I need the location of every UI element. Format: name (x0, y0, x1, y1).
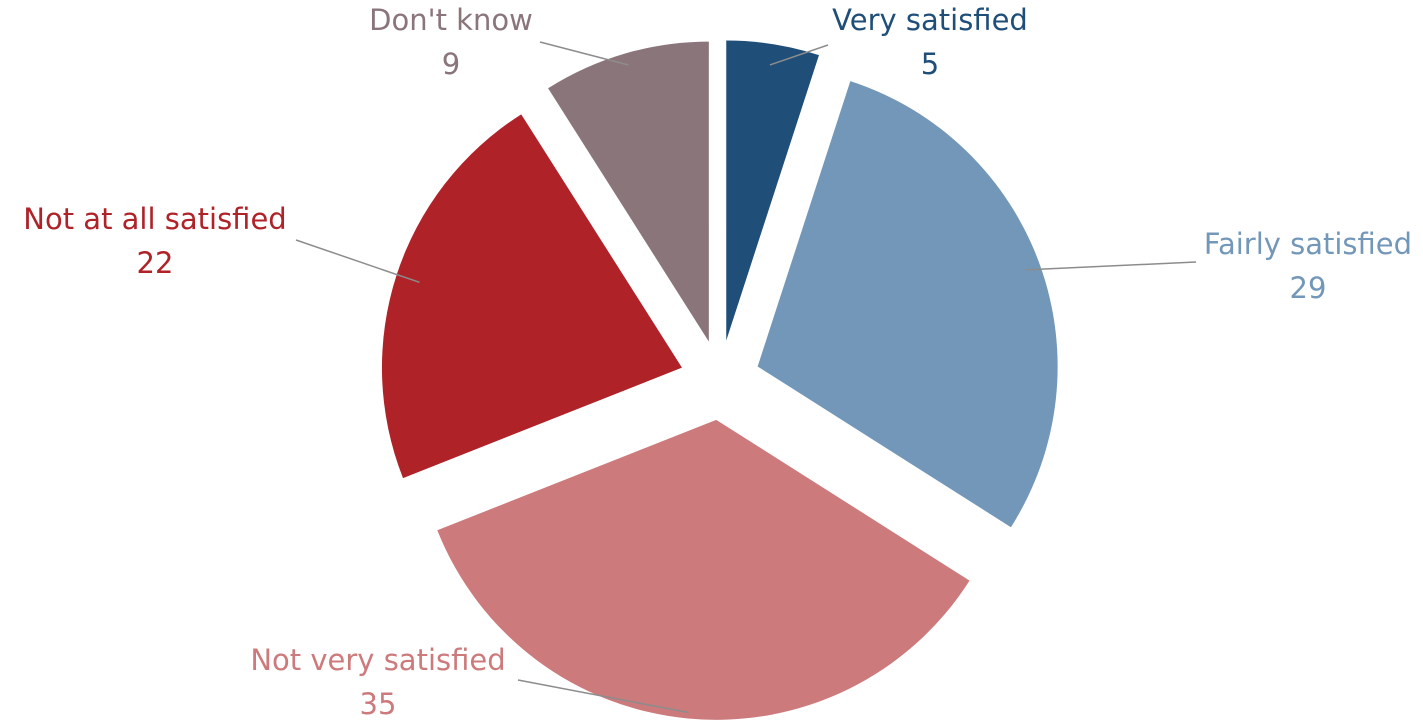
slice-value: 35 (360, 687, 397, 721)
leader-line (1025, 261, 1197, 271)
pie-slice-fairly-satisfied (757, 81, 1058, 528)
slice-label: Don't know (369, 3, 533, 37)
slice-label: Not very satisfied (250, 643, 505, 677)
leader-lines (295, 41, 1197, 714)
leader-line (517, 679, 689, 714)
slice-value: 5 (921, 47, 939, 81)
slice-value: 22 (137, 246, 174, 280)
slice-value: 29 (1290, 271, 1327, 305)
pie-slice-not-very-satisfied (437, 419, 970, 720)
leader-line (539, 41, 629, 66)
pie-slice-very-satisfied (726, 40, 819, 341)
slice-label: Very satisfied (832, 3, 1028, 37)
pie-slice-not-at-all-satisfied (381, 114, 682, 479)
pie-slices (381, 40, 1058, 720)
leader-line (295, 239, 420, 284)
slice-labels: Very satisfied 5 Fairly satisfied 29 Not ver… (23, 3, 1412, 721)
slice-value: 9 (442, 47, 460, 81)
slice-label: Not at all satisfied (23, 202, 286, 236)
pie-slice-don-t-know (548, 41, 709, 342)
leader-line (769, 44, 829, 66)
slice-label: Fairly satisfied (1204, 227, 1412, 261)
